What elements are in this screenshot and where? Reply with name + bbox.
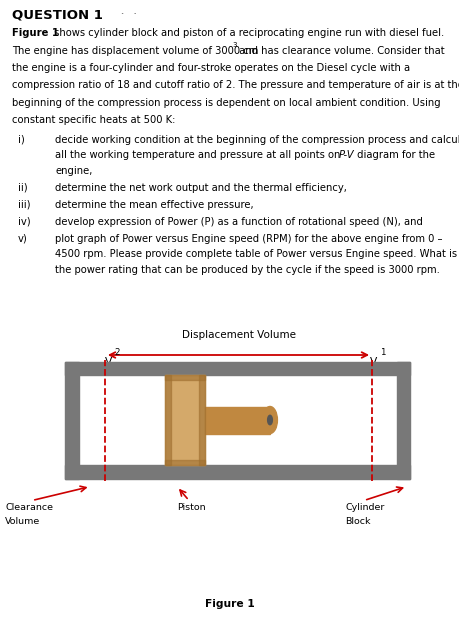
Text: Block: Block xyxy=(345,518,370,526)
Text: Figure 1: Figure 1 xyxy=(205,599,254,609)
Text: determine the mean effective pressure,: determine the mean effective pressure, xyxy=(55,200,254,210)
Text: Volume: Volume xyxy=(5,518,40,526)
Bar xyxy=(65,362,410,375)
Text: engine,: engine, xyxy=(55,166,92,176)
Bar xyxy=(199,375,205,465)
Text: all the working temperature and pressure at all points on: all the working temperature and pressure… xyxy=(55,151,343,160)
Text: and has clearance volume. Consider that: and has clearance volume. Consider that xyxy=(235,46,444,56)
Text: Cylinder: Cylinder xyxy=(345,503,384,513)
Text: Figure 1: Figure 1 xyxy=(12,28,59,38)
Bar xyxy=(165,375,171,465)
Bar xyxy=(165,460,205,465)
Text: shows cylinder block and piston of a reciprocating engine run with diesel fuel.: shows cylinder block and piston of a rec… xyxy=(51,28,444,38)
Text: i): i) xyxy=(18,135,25,145)
Text: v): v) xyxy=(18,234,28,244)
Ellipse shape xyxy=(263,407,277,434)
Text: the power rating that can be produced by the cycle if the speed is 3000 rpm.: the power rating that can be produced by… xyxy=(55,265,440,275)
Bar xyxy=(65,465,410,479)
Text: Clearance: Clearance xyxy=(5,503,53,513)
Text: decide working condition at the beginning of the compression process and calcula: decide working condition at the beginnin… xyxy=(55,135,459,145)
Text: V: V xyxy=(105,357,112,367)
Ellipse shape xyxy=(268,415,272,424)
Text: develop expression of Power (P) as a function of rotational speed (N), and: develop expression of Power (P) as a fun… xyxy=(55,217,423,227)
Bar xyxy=(397,362,410,479)
Bar xyxy=(65,362,78,479)
Text: P-V: P-V xyxy=(339,151,355,160)
Text: ii): ii) xyxy=(18,183,28,193)
Text: iii): iii) xyxy=(18,200,30,210)
Text: the engine is a four-cylinder and four-stroke operates on the Diesel cycle with : the engine is a four-cylinder and four-s… xyxy=(12,63,410,73)
Text: constant specific heats at 500 K:: constant specific heats at 500 K: xyxy=(12,115,175,125)
Text: Displacement Volume: Displacement Volume xyxy=(181,330,296,340)
Text: Piston: Piston xyxy=(177,503,206,513)
Text: iv): iv) xyxy=(18,217,31,227)
Text: beginning of the compression process is dependent on local ambient condition. Us: beginning of the compression process is … xyxy=(12,98,441,108)
Text: 1: 1 xyxy=(380,348,386,357)
Text: 4500 rpm. Please provide complete table of Power versus Engine speed. What is: 4500 rpm. Please provide complete table … xyxy=(55,249,457,260)
Bar xyxy=(205,407,270,434)
Text: 2: 2 xyxy=(114,348,120,357)
Text: plot graph of Power versus Engine speed (RPM) for the above engine from 0 –: plot graph of Power versus Engine speed … xyxy=(55,234,442,244)
Bar xyxy=(165,375,205,380)
Bar xyxy=(165,375,205,465)
Text: compression ratio of 18 and cutoff ratio of 2. The pressure and temperature of a: compression ratio of 18 and cutoff ratio… xyxy=(12,80,459,91)
Text: 3: 3 xyxy=(232,42,237,48)
Text: ·  ·: · · xyxy=(112,8,137,21)
Text: determine the net work output and the thermal efficiency,: determine the net work output and the th… xyxy=(55,183,347,193)
Text: V: V xyxy=(370,357,377,367)
Text: QUESTION 1: QUESTION 1 xyxy=(12,8,103,21)
Bar xyxy=(78,375,397,465)
Text: The engine has displacement volume of 3000 cm: The engine has displacement volume of 30… xyxy=(12,46,258,56)
Text: diagram for the: diagram for the xyxy=(353,151,435,160)
